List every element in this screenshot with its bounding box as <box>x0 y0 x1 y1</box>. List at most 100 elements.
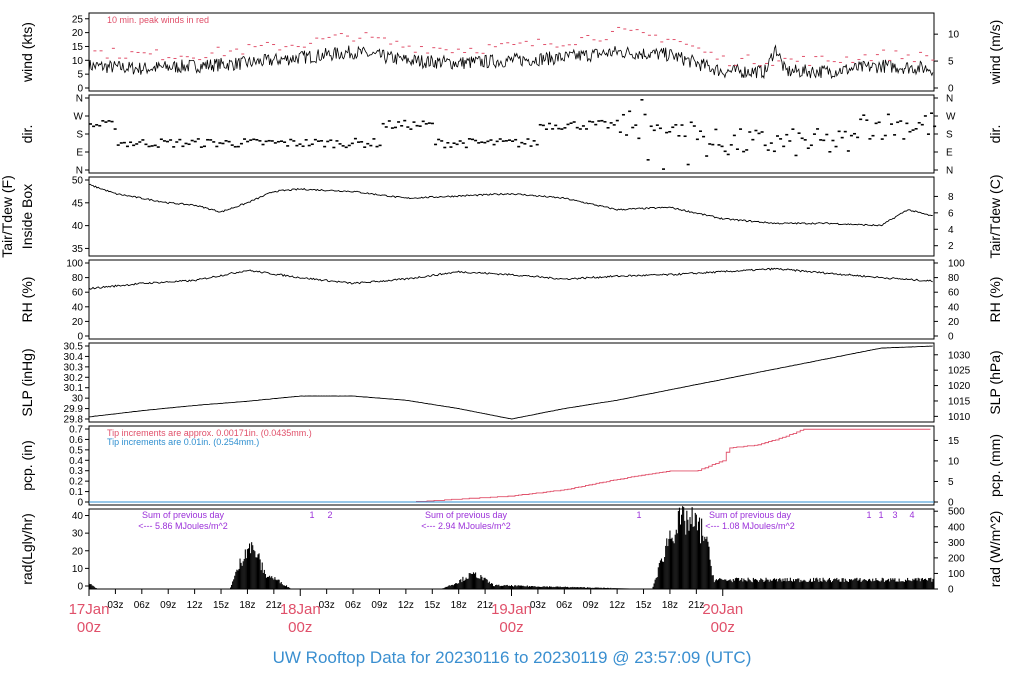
rad-marker-2: 1 <box>636 510 641 520</box>
x-day-label-0: 17Jan <box>69 601 110 618</box>
pcp-right-axis-label: pcp. (mm) <box>987 434 1003 497</box>
temp-right-tick-label-1: 4 <box>948 225 954 236</box>
wind-speed-line <box>88 44 934 80</box>
dir-right-tick-label-4: N <box>946 94 953 105</box>
rh-right-tick-label-0: 0 <box>948 332 954 343</box>
slp-left-tick-label-4: 30.2 <box>64 373 84 384</box>
rad-left-tick-label-0: 0 <box>77 582 83 593</box>
dir-left-tick-label-4: N <box>76 94 83 105</box>
slp-left-tick-label-7: 30.5 <box>64 342 84 353</box>
x-day-hour-label-3: 00z <box>711 619 735 636</box>
pcp-right-tick-label-2: 10 <box>948 456 960 467</box>
rh-right-axis-label: RH (%) <box>987 277 1003 323</box>
x-day-label-1: 18Jan <box>280 601 321 618</box>
rad-right-tick-label-5: 500 <box>948 507 965 518</box>
x-tick-label: 09z <box>371 600 387 611</box>
rh-right-tick-label-3: 60 <box>948 288 960 299</box>
rad-right-tick-label-0: 0 <box>948 585 954 596</box>
slp-left-tick-label-2: 30 <box>72 394 84 405</box>
pcp-left-tick-label-3: 0.3 <box>69 466 83 477</box>
x-tick-label: 06z <box>556 600 572 611</box>
panel-frame-dir <box>88 94 935 174</box>
temp-right-tick-label-0: 2 <box>948 241 954 252</box>
x-tick-label: 09z <box>583 600 599 611</box>
x-tick-label: 03z <box>319 600 335 611</box>
wind-left-tick-label-5: 25 <box>72 14 84 25</box>
rad-right-tick-label-1: 100 <box>948 569 965 580</box>
rh-left-tick-label-3: 60 <box>72 288 84 299</box>
rh-left-tick-label-0: 0 <box>77 332 83 343</box>
slp-right-tick-label-4: 1030 <box>948 350 971 361</box>
pcp-left-tick-label-2: 0.2 <box>69 477 83 488</box>
slp-right-axis-label: SLP (hPa) <box>987 350 1003 414</box>
rh-right-tick-label-4: 80 <box>948 273 960 284</box>
pcp-left-tick-label-4: 0.4 <box>69 456 83 467</box>
pcp-left-tick-label-6: 0.6 <box>69 435 83 446</box>
temp-left-axis-label-2: Inside Box <box>19 184 35 249</box>
slp-left-tick-label-1: 29.9 <box>64 404 84 415</box>
temp-right-tick-label-2: 6 <box>948 208 954 219</box>
dir-left-tick-label-0: N <box>76 166 83 177</box>
rad-summary-line2-0: <--- 5.86 MJoules/m^2 <box>138 521 228 531</box>
rad-right-axis-label: rad (W/m^2) <box>987 511 1003 588</box>
wind-left-tick-label-0: 0 <box>77 84 83 95</box>
panel-frame-wind <box>88 12 935 92</box>
x-tick-label: 06z <box>134 600 150 611</box>
rad-summary-line2-2: <--- 1.08 MJoules/m^2 <box>705 521 795 531</box>
x-tick-label: 15z <box>213 600 229 611</box>
temp-left-axis-label-1: Tair/Tdew (F) <box>0 175 15 257</box>
x-tick-label: 18z <box>662 600 678 611</box>
rh-right-tick-label-2: 40 <box>948 302 960 313</box>
rad-right-tick-label-4: 400 <box>948 522 965 533</box>
panel-frame-temp <box>88 176 935 257</box>
wind-right-tick-label-0: 0 <box>948 84 954 95</box>
pcp-left-tick-label-0: 0 <box>77 498 83 509</box>
x-tick-label: 03z <box>107 600 123 611</box>
x-tick-label: 21z <box>266 600 282 611</box>
rad-left-axis-label: rad(Lgly/hr) <box>19 513 35 585</box>
slp-right-tick-label-0: 1010 <box>948 412 971 423</box>
rh-left-tick-label-1: 20 <box>72 317 84 328</box>
x-tick-label: 03z <box>530 600 546 611</box>
precip-note-2: Tip increments are 0.01in. (0.254mm.) <box>107 437 259 447</box>
x-day-label-3: 20Jan <box>702 601 743 618</box>
rad-summary-line1-2: Sum of previous day <box>709 510 792 520</box>
dir-right-tick-label-0: N <box>946 166 953 177</box>
pcp-left-tick-label-1: 0.1 <box>69 487 83 498</box>
pressure-line <box>88 345 933 420</box>
slp-right-tick-label-1: 1015 <box>948 396 971 407</box>
x-day-label-2: 19Jan <box>491 601 532 618</box>
rh-left-tick-label-4: 80 <box>72 273 84 284</box>
x-tick-label: 09z <box>160 600 176 611</box>
x-tick-label: 15z <box>635 600 651 611</box>
dir-right-axis-label: dir. <box>987 125 1003 144</box>
rad-right-tick-label-2: 200 <box>948 553 965 564</box>
wind-left-tick-label-4: 20 <box>72 28 84 39</box>
rh-left-tick-label-2: 40 <box>72 302 84 313</box>
x-day-hour-label-1: 00z <box>288 619 312 636</box>
x-tick-label: 18z <box>451 600 467 611</box>
rh-right-tick-label-1: 20 <box>948 317 960 328</box>
rad-marker-0: 1 <box>309 510 314 520</box>
rad-marker-4: 1 <box>878 510 883 520</box>
slp-right-tick-label-2: 1020 <box>948 381 971 392</box>
wind-peak-note: 10 min. peak winds in red <box>107 15 209 25</box>
slp-left-tick-label-0: 29.8 <box>64 415 84 426</box>
rad-left-tick-label-4: 40 <box>72 511 84 522</box>
dir-left-axis-label: dir. <box>19 125 35 144</box>
dir-left-tick-label-2: S <box>76 130 83 141</box>
rad-left-tick-label-2: 20 <box>72 546 84 557</box>
rad-summary-line1-1: Sum of previous day <box>425 510 508 520</box>
wind-left-tick-label-2: 10 <box>72 56 84 67</box>
temp-left-tick-label-3: 50 <box>72 176 84 187</box>
humidity-line <box>88 267 933 290</box>
x-tick-label: 06z <box>345 600 361 611</box>
temp-left-tick-label-2: 45 <box>72 198 84 209</box>
x-day-hour-label-0: 00z <box>77 619 101 636</box>
rad-marker-1: 2 <box>327 510 332 520</box>
x-tick-label: 15z <box>424 600 440 611</box>
rh-left-axis-label: RH (%) <box>19 277 35 323</box>
rh-right-tick-label-5: 100 <box>948 259 965 270</box>
